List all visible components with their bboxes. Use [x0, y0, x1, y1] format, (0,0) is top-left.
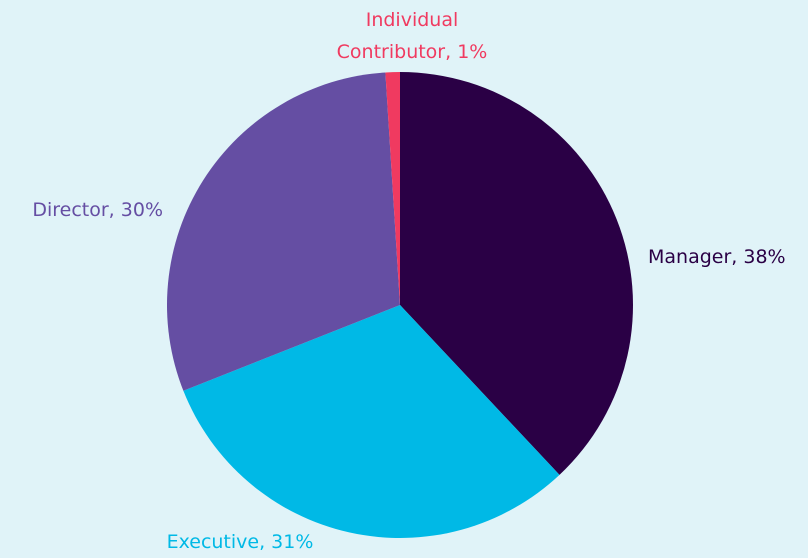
pie-slice	[183, 305, 560, 538]
slice-label: Executive, 31%	[166, 531, 314, 553]
slice-label: Director, 30%	[32, 199, 163, 221]
pie-slice	[385, 72, 400, 305]
slice-label: Manager, 38%	[648, 246, 786, 268]
slice-label: Individual Contributor, 1%	[336, 9, 488, 63]
pie-slice	[167, 72, 400, 391]
pie-slice	[400, 72, 633, 475]
